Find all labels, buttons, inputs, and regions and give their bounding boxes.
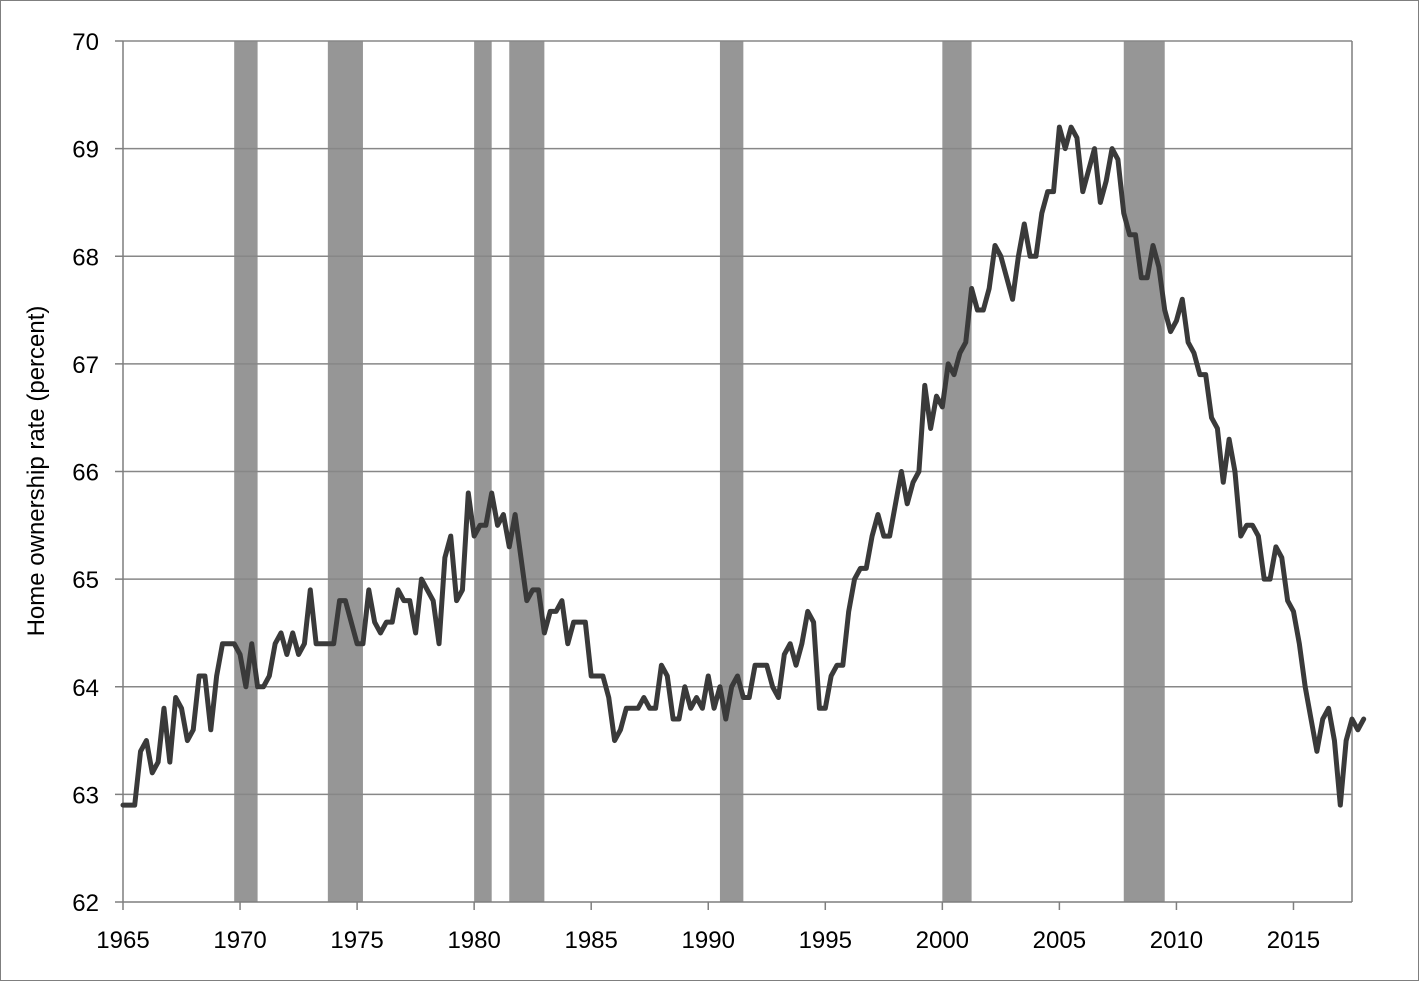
axes [115, 40, 1353, 910]
x-tick-label: 1965 [96, 927, 149, 954]
x-tick-label: 2005 [1033, 927, 1086, 954]
horizontal-gridlines [123, 40, 1352, 796]
x-tick-label: 1990 [682, 927, 735, 954]
y-tick-label: 69 [72, 137, 99, 164]
x-tick-label: 2010 [1150, 927, 1203, 954]
x-tick-label: 1980 [447, 927, 500, 954]
x-tick-label: 1995 [799, 927, 852, 954]
x-tick-label: 2000 [916, 927, 969, 954]
y-tick-label: 67 [72, 352, 99, 379]
x-tick-label: 1975 [330, 927, 383, 954]
series-layer [120, 124, 1367, 808]
y-tick-label: 64 [72, 675, 99, 702]
x-tick-label: 1985 [564, 927, 617, 954]
series-line-0 [120, 124, 1367, 808]
y-axis-title: Home ownership rate (percent) [23, 306, 50, 637]
x-tick-labels: 1965 1970 1975 1980 1985 1990 1995 2000 2005 2010… [96, 927, 1320, 954]
y-tick-label: 66 [72, 460, 99, 487]
y-tick-label: 70 [72, 29, 99, 56]
x-tick-label: 2015 [1267, 927, 1320, 954]
y-tick-label: 62 [72, 890, 99, 917]
y-tick-label: 68 [72, 244, 99, 271]
y-tick-labels: 62 63 64 65 66 67 68 69 70 [72, 29, 99, 917]
x-tick-label: 1970 [213, 927, 266, 954]
y-tick-label: 63 [72, 782, 99, 809]
y-tick-label: 65 [72, 567, 99, 594]
